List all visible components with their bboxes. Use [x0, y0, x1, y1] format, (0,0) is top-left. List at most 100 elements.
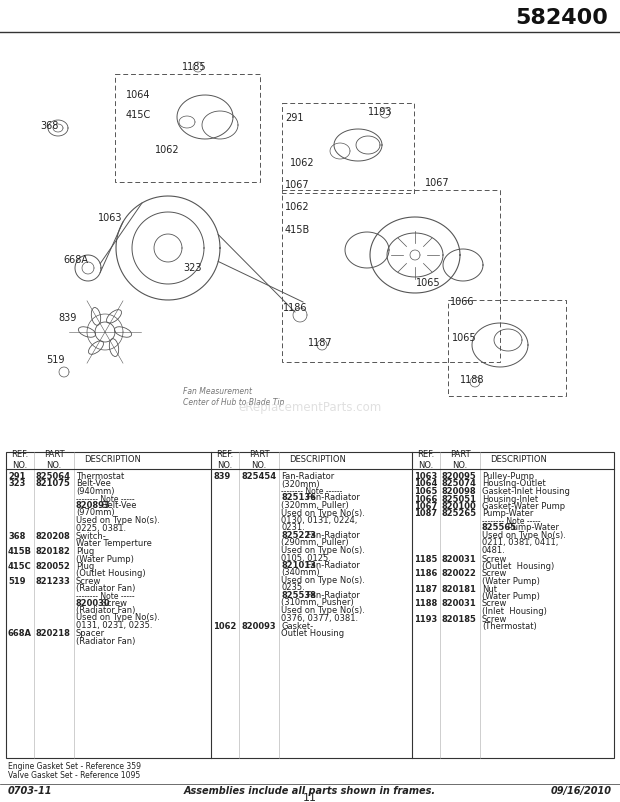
Bar — [448, 300, 566, 396]
Text: 519: 519 — [8, 577, 25, 586]
Text: Valve Gasket Set - Reference 1095: Valve Gasket Set - Reference 1095 — [8, 771, 140, 780]
Text: Water Temperture: Water Temperture — [76, 540, 152, 549]
Text: 820052: 820052 — [36, 562, 71, 571]
Text: 1065: 1065 — [414, 487, 437, 496]
Text: DESCRIPTION: DESCRIPTION — [289, 456, 346, 464]
Text: (970mm): (970mm) — [76, 508, 115, 517]
Text: REF.
NO.: REF. NO. — [216, 450, 234, 470]
Text: (940mm): (940mm) — [76, 487, 115, 496]
Text: Assemblies include all parts shown in frames.: Assemblies include all parts shown in fr… — [184, 786, 436, 796]
Text: 820030: 820030 — [76, 598, 110, 607]
Text: 1185: 1185 — [182, 62, 206, 72]
Text: 1063: 1063 — [98, 213, 123, 223]
Text: 11: 11 — [303, 793, 317, 802]
Text: Engine Gasket Set - Reference 359: Engine Gasket Set - Reference 359 — [8, 762, 141, 771]
Text: 820893: 820893 — [76, 501, 110, 510]
Text: 825064: 825064 — [36, 472, 71, 481]
Text: 821013: 821013 — [281, 561, 316, 570]
Text: 291: 291 — [285, 113, 304, 123]
Text: Nut: Nut — [482, 585, 497, 593]
Text: 415B: 415B — [8, 547, 32, 556]
Text: Fan Measurement
Center of Hub to Blade Tip: Fan Measurement Center of Hub to Blade T… — [183, 387, 285, 407]
Text: (Inlet  Housing): (Inlet Housing) — [482, 607, 547, 616]
Text: 820218: 820218 — [36, 630, 71, 638]
Bar — [282, 103, 414, 193]
Text: Used on Type No(s).: Used on Type No(s). — [281, 606, 365, 615]
Text: 1066: 1066 — [414, 495, 437, 504]
Text: Used on Type No(s).: Used on Type No(s). — [281, 508, 365, 517]
Text: 323: 323 — [183, 263, 202, 273]
Text: PART
NO.: PART NO. — [450, 450, 471, 470]
Text: Fan-Radiator: Fan-Radiator — [304, 531, 360, 540]
Text: 09/16/2010: 09/16/2010 — [551, 786, 612, 796]
Text: Screw: Screw — [482, 600, 507, 609]
Text: 1188: 1188 — [414, 600, 437, 609]
Text: 0131, 0231, 0235.: 0131, 0231, 0235. — [76, 621, 153, 630]
Text: 821233: 821233 — [36, 577, 71, 586]
Text: 415B: 415B — [285, 225, 310, 235]
Text: Screw: Screw — [99, 598, 127, 607]
Text: Switch-: Switch- — [76, 532, 107, 541]
Text: 839: 839 — [213, 472, 230, 481]
Text: REF.
NO.: REF. NO. — [11, 450, 29, 470]
Text: Outlet Housing: Outlet Housing — [281, 630, 344, 638]
Text: (Water Pump): (Water Pump) — [76, 554, 134, 564]
Text: 820098: 820098 — [442, 487, 477, 496]
Text: 1062: 1062 — [285, 202, 309, 212]
Text: (290mm, Puller): (290mm, Puller) — [281, 538, 348, 548]
Text: Pump-Water: Pump-Water — [482, 509, 533, 519]
Text: 368: 368 — [8, 532, 25, 541]
Text: 1185: 1185 — [414, 554, 437, 564]
Text: 825538: 825538 — [281, 591, 316, 600]
Bar — [6, 452, 614, 758]
Text: 0130, 0131, 0224,: 0130, 0131, 0224, — [281, 516, 357, 525]
Text: 415C: 415C — [8, 562, 32, 571]
Text: 1063: 1063 — [414, 472, 437, 481]
Text: Gasket-Inlet Housing: Gasket-Inlet Housing — [482, 487, 570, 496]
Text: 368: 368 — [40, 121, 58, 131]
Text: 825136: 825136 — [281, 493, 316, 503]
Text: 820100: 820100 — [442, 502, 477, 511]
Text: Fan-Radiator: Fan-Radiator — [304, 493, 360, 503]
Text: 1064: 1064 — [414, 480, 437, 488]
Text: DESCRIPTION: DESCRIPTION — [84, 456, 141, 464]
Text: Used on Type No(s).: Used on Type No(s). — [281, 576, 365, 585]
Text: Screw: Screw — [482, 569, 507, 578]
Text: Spacer: Spacer — [76, 630, 105, 638]
Text: 0231.: 0231. — [281, 524, 305, 533]
Text: DESCRIPTION: DESCRIPTION — [490, 456, 547, 464]
Text: Screw: Screw — [482, 554, 507, 564]
Text: (310mm, Pusher): (310mm, Pusher) — [281, 598, 354, 607]
Text: 1067: 1067 — [425, 178, 450, 188]
Text: 1188: 1188 — [460, 375, 484, 385]
Text: Pulley-Pump: Pulley-Pump — [482, 472, 534, 481]
Text: 839: 839 — [58, 313, 76, 323]
Text: 1062: 1062 — [213, 622, 236, 631]
Text: 1187: 1187 — [308, 338, 332, 348]
Text: Plug: Plug — [76, 547, 94, 556]
Text: eReplacementParts.com: eReplacementParts.com — [238, 402, 382, 415]
Text: 1186: 1186 — [414, 569, 437, 578]
Text: Pump-Water: Pump-Water — [505, 524, 559, 533]
Text: 415C: 415C — [126, 110, 151, 120]
Text: 820022: 820022 — [442, 569, 477, 578]
Text: 820095: 820095 — [442, 472, 477, 481]
Text: 825223: 825223 — [281, 531, 316, 540]
Text: 0105, 0125.: 0105, 0125. — [281, 553, 331, 562]
Text: 1186: 1186 — [283, 303, 308, 313]
Text: Screw: Screw — [76, 577, 102, 586]
Text: 1062: 1062 — [155, 145, 180, 155]
Text: Thermostat: Thermostat — [76, 472, 124, 481]
Text: 1065: 1065 — [452, 333, 477, 343]
Text: 0235.: 0235. — [281, 584, 305, 593]
Text: REF.
NO.: REF. NO. — [417, 450, 435, 470]
Text: 0703-11: 0703-11 — [8, 786, 53, 796]
Text: PART
NO.: PART NO. — [249, 450, 269, 470]
Text: 668A: 668A — [8, 630, 32, 638]
Text: Screw: Screw — [482, 614, 507, 623]
Text: 0481.: 0481. — [482, 546, 506, 555]
Text: Fan-Radiator: Fan-Radiator — [304, 591, 360, 600]
Bar — [282, 190, 500, 362]
Text: 820208: 820208 — [36, 532, 71, 541]
Text: 668A: 668A — [63, 255, 88, 265]
